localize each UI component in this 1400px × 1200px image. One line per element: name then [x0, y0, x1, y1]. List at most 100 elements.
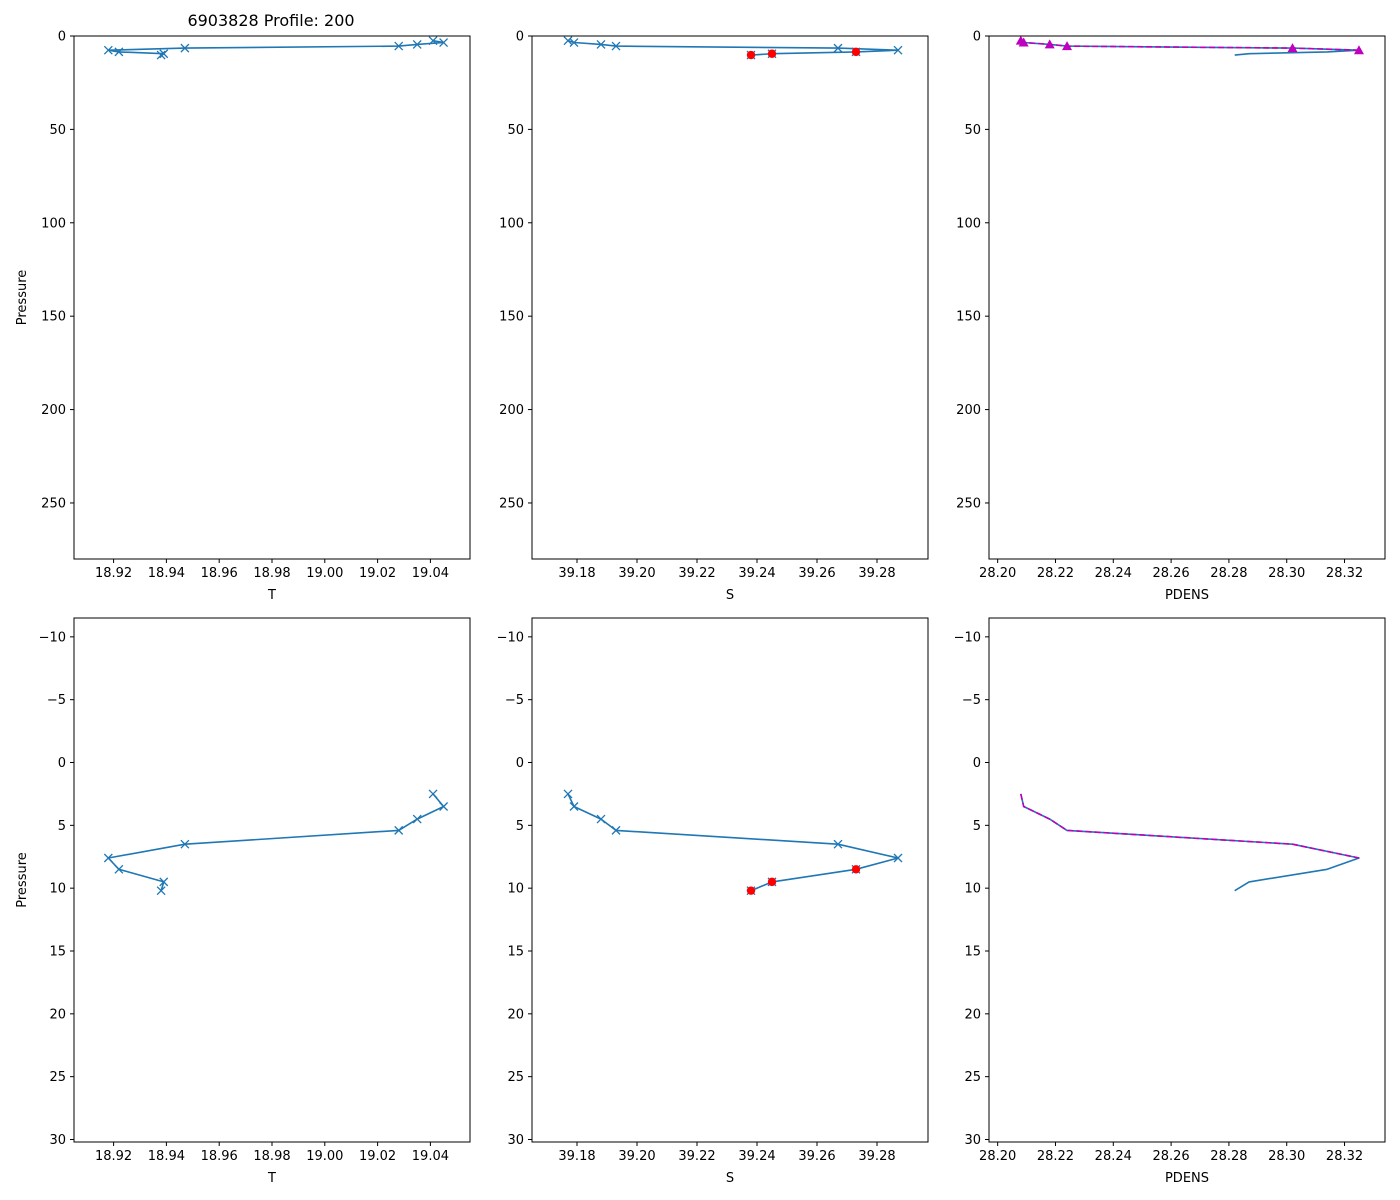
t-point-marker	[412, 814, 422, 824]
y-tick-label: 150	[41, 310, 66, 325]
x-axis-label: T	[267, 588, 276, 603]
panel-s-zoom: 39.18 39.20 39.22 39.24 39.26 39.28 −10 −5 0 5 10 1…	[497, 617, 929, 1186]
y-axis-label: Pressure	[15, 270, 30, 326]
x-tick-label: 28.26	[1152, 566, 1189, 581]
figure-title: 6903828 Profile: 200	[187, 11, 354, 30]
x-tick-label: 39.24	[738, 1149, 775, 1164]
x-tick-label: 39.28	[858, 1149, 895, 1164]
x-tick-label: 28.32	[1326, 1149, 1363, 1164]
y-tick-label: 20	[964, 1007, 981, 1022]
s-point-marker	[893, 853, 903, 863]
x-tick-label: 39.22	[678, 566, 715, 581]
t-point-marker	[114, 864, 124, 874]
t-point-marker	[428, 36, 438, 46]
t-point-marker	[428, 789, 438, 799]
flagged-point	[767, 49, 777, 58]
y-tick-label: 20	[507, 1007, 524, 1022]
panels: 18.92 18.94 18.96 18.98 19.00 19.02 19.0405010…	[15, 30, 1386, 1186]
y-tick-label: 0	[973, 756, 981, 771]
x-tick-label: 19.00	[306, 566, 343, 581]
y-tick-label: 30	[964, 1133, 981, 1148]
panel-pdens-full: 28.20 28.22 28.24 28.26 28.28 28.30 28.32 0 50 10…	[956, 30, 1386, 603]
plot-area	[563, 36, 903, 60]
y-tick-label: 25	[964, 1070, 981, 1085]
x-axis-label: S	[726, 588, 734, 603]
y-tick-label: 5	[58, 819, 66, 834]
y-tick-label: 25	[507, 1070, 524, 1085]
x-tick-label: 18.92	[95, 1149, 132, 1164]
x-tick-label: 39.22	[678, 1149, 715, 1164]
y-tick-label: 200	[41, 403, 66, 418]
x-tick-label: 28.20	[979, 1149, 1016, 1164]
y-tick-label: 0	[58, 30, 66, 45]
x-tick-label: 28.20	[979, 566, 1016, 581]
flagged-point	[746, 886, 756, 895]
x-tick-label: 39.18	[558, 1149, 595, 1164]
x-axis-label: PDENS	[1165, 1171, 1209, 1186]
t-point-marker	[156, 886, 166, 896]
reference-point-marker	[1062, 41, 1073, 51]
plot-area	[563, 789, 903, 896]
y-tick-label: 150	[499, 310, 524, 325]
x-tick-label: 28.24	[1095, 1149, 1132, 1164]
x-tick-label: 28.22	[1037, 1149, 1074, 1164]
s-point-marker	[833, 839, 843, 849]
y-tick-label: 5	[516, 819, 524, 834]
y-tick-label: −10	[954, 630, 981, 645]
t-point-marker	[180, 43, 190, 53]
x-tick-label: 19.04	[412, 566, 449, 581]
plot-area	[1020, 793, 1360, 892]
s-point-marker	[833, 43, 843, 53]
y-tick-label: 100	[41, 216, 66, 231]
y-tick-label: 15	[507, 944, 524, 959]
s-point-marker	[596, 814, 606, 824]
x-tick-label: 28.28	[1210, 1149, 1247, 1164]
axes-frame	[531, 617, 929, 1143]
y-tick-label: −5	[962, 693, 981, 708]
y-axis-label: Pressure	[15, 852, 30, 908]
y-tick-label: 50	[49, 123, 66, 138]
y-tick-label: −10	[39, 630, 66, 645]
y-tick-label: 250	[41, 496, 66, 511]
x-tick-label: 18.92	[95, 566, 132, 581]
plot-area	[103, 789, 449, 896]
axes-frame	[73, 35, 471, 560]
t-point-marker	[439, 802, 449, 811]
x-tick-label: 28.30	[1268, 566, 1305, 581]
t-point-marker	[114, 47, 124, 57]
y-tick-label: 250	[956, 496, 981, 511]
x-tick-label: 39.20	[618, 566, 655, 581]
axes-frame	[73, 617, 471, 1143]
x-tick-label: 28.32	[1326, 566, 1363, 581]
panel-pdens-zoom: 28.20 28.22 28.24 28.26 28.28 28.30 28.32 −10 −5…	[954, 617, 1386, 1186]
x-tick-label: 39.28	[858, 566, 895, 581]
x-tick-label: 18.98	[253, 566, 290, 581]
t-point-marker	[394, 825, 404, 835]
y-tick-label: 5	[973, 819, 981, 834]
y-tick-label: 30	[507, 1133, 524, 1148]
t-point-marker	[394, 41, 404, 51]
y-tick-label: 20	[49, 1007, 66, 1022]
x-tick-label: 18.96	[201, 566, 238, 581]
y-tick-label: 10	[964, 882, 981, 897]
x-tick-label: 28.26	[1152, 1149, 1189, 1164]
y-tick-label: 15	[964, 944, 981, 959]
s-point-marker	[569, 38, 579, 47]
y-tick-label: 100	[499, 216, 524, 231]
x-tick-label: 28.24	[1095, 566, 1132, 581]
s-point-marker	[611, 41, 621, 51]
y-tick-label: −5	[47, 693, 66, 708]
y-tick-label: 30	[49, 1133, 66, 1148]
flagged-point	[767, 877, 777, 887]
y-tick-label: −5	[505, 693, 524, 708]
s-point-marker	[569, 802, 579, 811]
axes-frame	[988, 617, 1386, 1143]
y-tick-label: 0	[516, 30, 524, 45]
x-axis-label: S	[726, 1171, 734, 1186]
reference-point-marker	[1018, 37, 1029, 47]
flagged-point	[746, 50, 756, 60]
y-tick-label: 10	[49, 882, 66, 897]
x-axis-label: PDENS	[1165, 588, 1209, 603]
y-tick-label: 25	[49, 1070, 66, 1085]
